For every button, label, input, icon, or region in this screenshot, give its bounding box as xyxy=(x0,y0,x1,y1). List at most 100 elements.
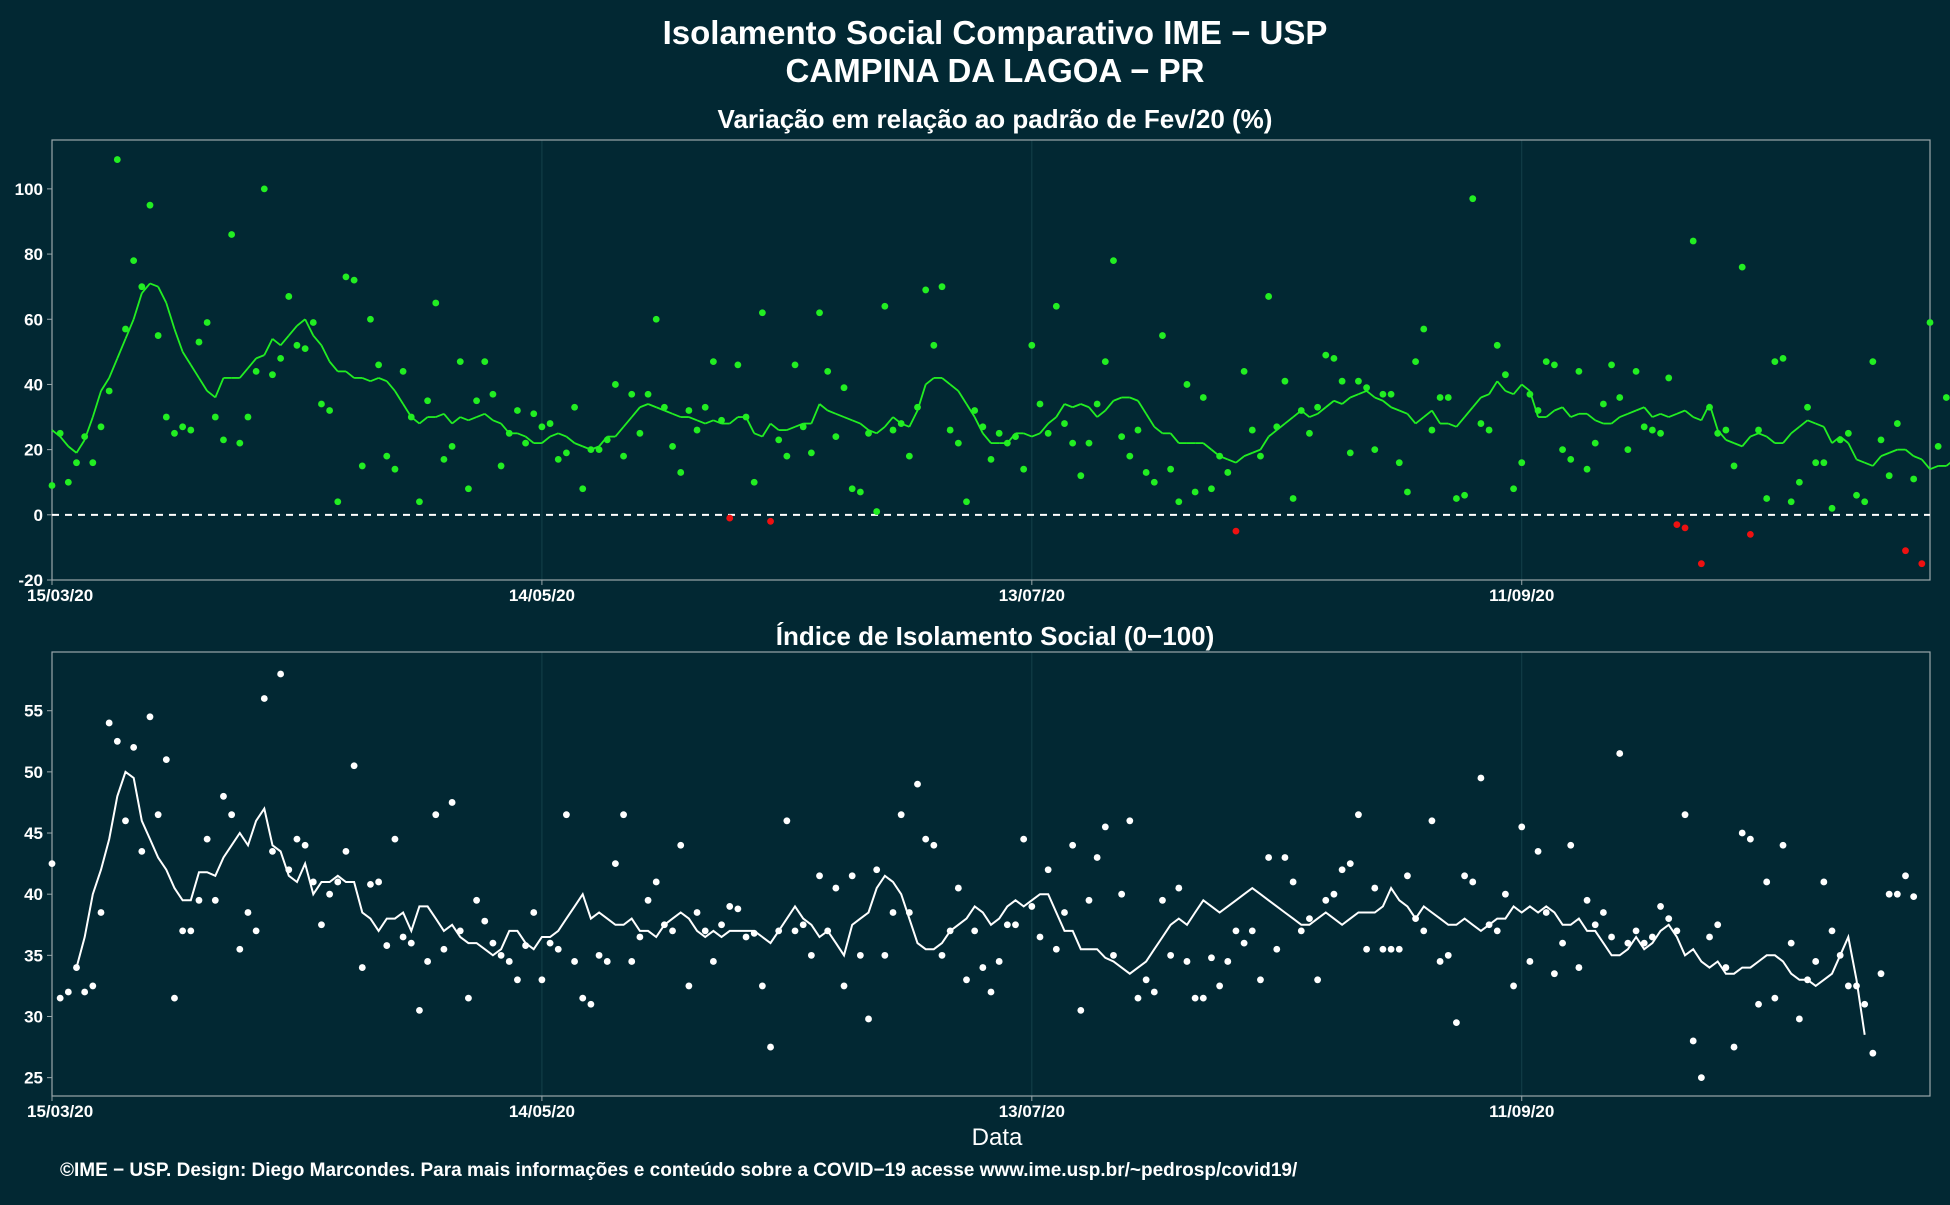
var-data-point xyxy=(1371,446,1379,454)
idx-data-point xyxy=(742,933,750,941)
var-average-segment xyxy=(484,413,494,421)
idx-data-point xyxy=(1485,921,1493,929)
var-average-segment xyxy=(647,403,657,409)
var-data-point xyxy=(1575,368,1583,375)
idx-data-point xyxy=(1746,835,1754,843)
var-data-point xyxy=(571,403,578,411)
idx-data-point xyxy=(1616,750,1624,757)
idx-data-point xyxy=(881,951,889,959)
idx-data-point xyxy=(1885,890,1893,898)
var-average-segment xyxy=(206,390,216,399)
var-data-point xyxy=(1779,354,1787,362)
idx-data-point xyxy=(1404,872,1411,880)
var-average-segment xyxy=(1145,413,1156,428)
idx-data-point xyxy=(1640,939,1648,947)
var-average-segment xyxy=(1243,452,1253,457)
var-data-point xyxy=(1167,465,1175,473)
idx-data-point xyxy=(1412,915,1419,923)
var-data-point xyxy=(1191,488,1199,496)
var-average-segment xyxy=(1317,406,1327,415)
idx-data-point xyxy=(1216,982,1224,990)
idx-data-point xyxy=(391,835,399,843)
var-data-point xyxy=(1746,530,1754,538)
var-average-segment xyxy=(443,413,453,425)
idx-data-point xyxy=(1534,847,1542,855)
var-data-point xyxy=(1902,547,1909,555)
var-average-segment xyxy=(1390,406,1400,412)
var-y-tick-label: 20 xyxy=(24,441,43,460)
idx-data-point xyxy=(1167,951,1175,959)
var-data-point xyxy=(1485,426,1493,434)
var-data-point xyxy=(350,276,358,284)
var-average-segment xyxy=(1798,419,1809,428)
idx-data-point xyxy=(987,988,995,996)
var-average-segment xyxy=(239,367,249,379)
idx-data-point xyxy=(1142,976,1150,984)
var-average-segment xyxy=(761,423,772,438)
var-data-point xyxy=(1052,302,1060,310)
var-data-point xyxy=(514,407,521,414)
idx-data-point xyxy=(1150,988,1158,996)
idx-data-point xyxy=(1044,866,1052,874)
idx-y-tick-label: 30 xyxy=(24,1007,43,1026)
var-data-point xyxy=(1526,390,1534,398)
var-average-segment xyxy=(1929,465,1939,471)
var-average-segment xyxy=(1521,383,1531,392)
var-data-point xyxy=(530,410,538,418)
idx-data-point xyxy=(840,982,848,990)
idx-data-point xyxy=(334,878,342,886)
var-average-segment xyxy=(1374,396,1384,402)
idx-data-point xyxy=(1453,1019,1460,1027)
idx-data-point xyxy=(897,811,905,819)
idx-data-point xyxy=(481,917,489,925)
var-data-point xyxy=(1297,407,1305,414)
var-average-segment xyxy=(1561,406,1572,418)
var-average-segment xyxy=(704,419,714,425)
var-data-point xyxy=(1502,371,1509,379)
var-data-point xyxy=(1208,485,1215,493)
idx-data-point xyxy=(171,994,178,1002)
idx-data-point xyxy=(1812,958,1820,965)
var-average-segment xyxy=(1047,416,1057,425)
idx-data-point xyxy=(1061,909,1068,916)
var-average-segment xyxy=(370,377,379,383)
var-average-segment xyxy=(214,377,225,398)
var-average-segment xyxy=(1790,426,1800,435)
var-data-point xyxy=(277,354,285,362)
figure-title: Isolamento Social Comparativo IME − USP xyxy=(663,14,1328,51)
idx-data-point xyxy=(856,951,864,959)
var-average-segment xyxy=(173,328,184,353)
idx-data-point xyxy=(701,927,709,935)
var-average-segment xyxy=(810,403,821,424)
idx-data-point xyxy=(505,958,513,965)
var-data-point xyxy=(1240,368,1248,375)
idx-data-point xyxy=(628,958,636,965)
var-average-segment xyxy=(1064,403,1073,409)
idx-data-point xyxy=(1551,970,1558,978)
var-average-segment xyxy=(100,377,110,392)
var-data-point xyxy=(1885,472,1893,480)
var-data-point xyxy=(138,283,146,291)
var-average-segment xyxy=(312,334,323,346)
var-average-segment xyxy=(320,344,331,363)
idx-data-point xyxy=(285,866,293,874)
idx-data-point xyxy=(1902,872,1909,880)
idx-data-point xyxy=(1608,933,1615,941)
var-data-point xyxy=(856,488,864,496)
bottom-panel-title: Índice de Isolamento Social (0−100) xyxy=(776,621,1215,651)
var-data-point xyxy=(807,449,815,457)
idx-data-point xyxy=(530,909,538,916)
var-data-point xyxy=(1599,400,1607,408)
idx-data-point xyxy=(1232,927,1240,935)
idx-data-point xyxy=(220,792,227,800)
var-data-point xyxy=(1714,429,1722,437)
var-average-segment xyxy=(141,282,151,294)
var-average-segment xyxy=(614,426,625,438)
idx-data-point xyxy=(971,927,979,935)
var-y-tick-label: 60 xyxy=(24,310,43,329)
var-data-point xyxy=(318,400,325,408)
var-data-point xyxy=(73,459,80,467)
var-average-segment xyxy=(1888,448,1898,454)
var-data-point xyxy=(236,439,244,447)
